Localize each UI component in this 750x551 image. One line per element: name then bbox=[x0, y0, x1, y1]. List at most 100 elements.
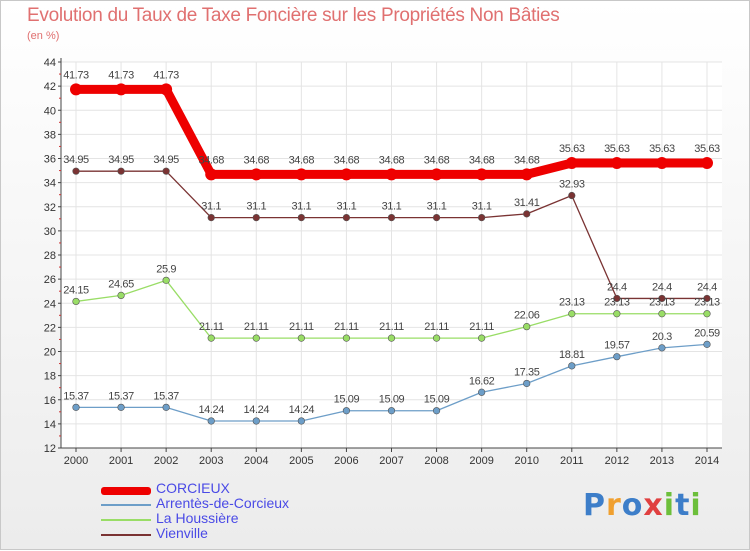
x-tick-label: 2009 bbox=[469, 455, 493, 467]
data-point-corcieux bbox=[160, 83, 173, 96]
data-label-la-houssiere: 23.13 bbox=[559, 297, 585, 309]
data-point-vienville bbox=[658, 294, 666, 303]
x-tick-label: 2008 bbox=[424, 455, 448, 467]
data-point-arrentes-de-corcieux bbox=[117, 403, 125, 411]
data-label-arrentes-de-corcieux: 14.24 bbox=[244, 404, 270, 416]
data-point-arrentes-de-corcieux bbox=[703, 340, 711, 348]
data-point-la-houssiere bbox=[162, 276, 170, 284]
data-point-corcieux bbox=[70, 83, 82, 96]
x-tick-label: 2001 bbox=[109, 455, 133, 467]
data-point-corcieux bbox=[701, 156, 713, 169]
y-tick-label: 30 bbox=[44, 226, 56, 238]
data-label-vienville: 31.1 bbox=[382, 201, 402, 213]
data-point-vienville bbox=[117, 167, 125, 175]
data-label-corcieux: 35.63 bbox=[649, 143, 675, 155]
y-tick-label: 44 bbox=[44, 57, 56, 69]
y-tick-label: 12 bbox=[44, 443, 56, 455]
logo-letter: x bbox=[643, 488, 664, 523]
data-point-corcieux bbox=[610, 156, 623, 169]
data-label-corcieux: 35.63 bbox=[604, 143, 630, 155]
data-label-la-houssiere: 24.15 bbox=[63, 284, 89, 296]
x-tick-label: 2014 bbox=[695, 455, 719, 467]
data-point-la-houssiere bbox=[117, 291, 125, 300]
data-label-vienville: 34.95 bbox=[108, 154, 134, 166]
data-point-arrentes-de-corcieux bbox=[613, 353, 621, 361]
data-label-corcieux: 34.68 bbox=[244, 154, 270, 166]
data-point-la-houssiere bbox=[252, 334, 260, 342]
data-label-arrentes-de-corcieux: 17.35 bbox=[514, 366, 540, 378]
legend-swatch-arrentes bbox=[101, 504, 151, 506]
x-tick-label: 2011 bbox=[560, 455, 584, 467]
data-point-vienville bbox=[162, 167, 170, 175]
data-label-arrentes-de-corcieux: 15.37 bbox=[153, 390, 179, 402]
data-label-corcieux: 34.68 bbox=[334, 154, 360, 166]
data-label-vienville: 31.1 bbox=[246, 201, 266, 213]
data-label-la-houssiere: 24.65 bbox=[108, 278, 134, 290]
data-point-la-houssiere bbox=[342, 334, 351, 342]
x-tick-label: 2004 bbox=[244, 455, 268, 467]
data-point-la-houssiere bbox=[478, 334, 486, 342]
data-label-corcieux: 34.68 bbox=[424, 154, 450, 166]
data-point-vienville bbox=[297, 214, 305, 222]
data-point-la-houssiere bbox=[568, 310, 576, 318]
data-point-corcieux bbox=[430, 168, 443, 181]
data-label-corcieux: 34.68 bbox=[514, 154, 540, 166]
data-label-la-houssiere: 23.13 bbox=[604, 297, 630, 309]
data-label-vienville: 24.4 bbox=[607, 281, 627, 293]
data-label-vienville: 31.1 bbox=[427, 201, 447, 213]
data-label-corcieux: 34.68 bbox=[289, 154, 315, 166]
data-point-arrentes-de-corcieux bbox=[387, 407, 396, 415]
data-label-vienville: 24.4 bbox=[697, 281, 717, 293]
data-point-la-houssiere bbox=[72, 297, 80, 306]
data-label-corcieux: 34.68 bbox=[198, 154, 224, 166]
data-label-la-houssiere: 21.11 bbox=[289, 321, 314, 333]
data-point-corcieux bbox=[475, 168, 488, 181]
data-point-arrentes-de-corcieux bbox=[207, 417, 215, 425]
data-label-corcieux: 41.73 bbox=[108, 69, 134, 81]
data-point-arrentes-de-corcieux bbox=[432, 407, 441, 415]
logo-letter: i bbox=[690, 488, 702, 523]
data-point-arrentes-de-corcieux bbox=[162, 403, 170, 411]
data-label-vienville: 24.4 bbox=[652, 281, 672, 293]
y-tick-label: 24 bbox=[44, 298, 56, 310]
data-point-vienville bbox=[523, 210, 531, 218]
data-point-la-houssiere bbox=[207, 334, 215, 342]
legend-label-vienville: Vienville bbox=[156, 525, 208, 541]
data-point-la-houssiere bbox=[297, 334, 305, 342]
logo-letter: o bbox=[621, 488, 644, 523]
data-point-la-houssiere bbox=[387, 334, 396, 342]
x-tick-label: 2006 bbox=[334, 455, 358, 467]
logo-letter: i bbox=[663, 488, 676, 523]
data-label-corcieux: 35.63 bbox=[559, 143, 585, 155]
data-label-arrentes-de-corcieux: 15.09 bbox=[334, 394, 360, 406]
y-tick-label: 22 bbox=[44, 322, 56, 334]
data-label-corcieux: 34.68 bbox=[379, 154, 405, 166]
data-point-la-houssiere bbox=[613, 310, 621, 318]
y-tick-label: 34 bbox=[44, 178, 56, 190]
data-point-vienville bbox=[207, 214, 215, 222]
data-point-vienville bbox=[252, 214, 260, 222]
data-label-arrentes-de-corcieux: 15.09 bbox=[424, 394, 450, 406]
data-label-la-houssiere: 23.13 bbox=[649, 297, 675, 309]
y-tick-label: 40 bbox=[44, 105, 56, 117]
data-label-la-houssiere: 23.13 bbox=[694, 297, 720, 309]
data-point-vienville bbox=[432, 214, 441, 222]
data-point-corcieux bbox=[340, 168, 353, 181]
proxiti-logo: Proxiti bbox=[583, 488, 702, 523]
data-point-arrentes-de-corcieux bbox=[523, 379, 531, 388]
data-point-vienville bbox=[387, 214, 396, 222]
data-label-vienville: 34.95 bbox=[153, 154, 179, 166]
data-point-vienville bbox=[613, 294, 621, 303]
data-point-arrentes-de-corcieux bbox=[478, 388, 486, 396]
legend-label-la-houssiere: La Houssière bbox=[156, 510, 239, 526]
x-tick-label: 2007 bbox=[379, 455, 403, 467]
data-point-vienville bbox=[703, 294, 711, 303]
data-point-arrentes-de-corcieux bbox=[252, 417, 260, 425]
y-tick-label: 26 bbox=[44, 274, 56, 286]
data-label-la-houssiere: 21.11 bbox=[424, 321, 449, 333]
data-label-arrentes-de-corcieux: 18.81 bbox=[559, 349, 585, 361]
x-tick-label: 2003 bbox=[199, 455, 223, 467]
legend-swatch-corcieux bbox=[101, 487, 151, 495]
